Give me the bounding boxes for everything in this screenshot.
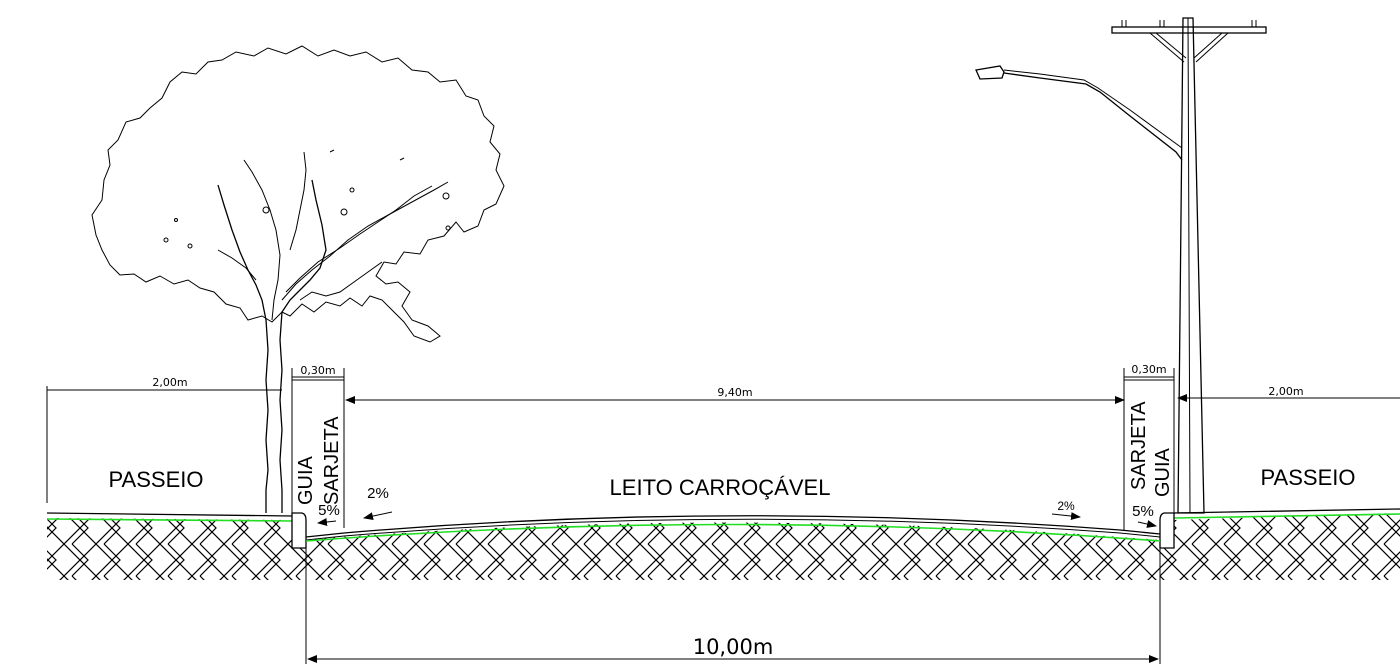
dim-right-gutter: 0,30m — [1123, 363, 1175, 530]
slope-right-carriageway-label: 2% — [1057, 499, 1075, 513]
dim-left-sidewalk: 2,00m — [46, 376, 282, 503]
carriageway-label: LEITO CARROÇÁVEL — [610, 475, 831, 500]
left-gutter-label: SARJETA — [321, 416, 343, 505]
dim-left-gutter-label: 0,30m — [300, 364, 335, 377]
tree-icon — [91, 45, 505, 513]
right-curb — [1159, 512, 1175, 549]
slope-right-gutter-label: 5% — [1132, 503, 1154, 520]
dim-right-sidewalk-label: 2,00m — [1268, 385, 1303, 398]
carriageway-pavement — [305, 515, 1161, 542]
dim-right-sidewalk: 2,00m — [1177, 385, 1400, 402]
slope-left-gutter-label: 5% — [318, 502, 340, 519]
slope-right-gutter: 5% — [1132, 503, 1157, 528]
street-lamp-icon — [975, 65, 1183, 161]
dim-carriageway: 9,40m — [345, 386, 1125, 404]
dim-left-gutter: 0,30m — [291, 364, 345, 528]
right-curb-label: GUIA — [1152, 447, 1174, 497]
slope-left-carriageway: 2% — [363, 485, 393, 521]
left-curb — [291, 512, 307, 549]
dim-left-sidewalk-label: 2,00m — [152, 376, 187, 389]
dim-total-label: 10,00m — [693, 635, 774, 659]
left-sidewalk-label: PASSEIO — [109, 467, 204, 492]
utility-pole-icon — [1111, 17, 1267, 514]
slope-right-carriageway: 2% — [1051, 499, 1081, 521]
dim-right-gutter-label: 0,30m — [1131, 363, 1166, 376]
right-gutter-label: SARJETA — [1128, 401, 1150, 490]
slope-left-gutter: 5% — [317, 502, 340, 526]
dim-carriageway-label: 9,40m — [717, 386, 752, 399]
right-sidewalk-surface — [1173, 508, 1400, 519]
slope-left-carriageway-label: 2% — [367, 485, 389, 502]
right-sidewalk-label: PASSEIO — [1261, 465, 1356, 490]
left-curb-label: GUIA — [295, 455, 317, 505]
left-sidewalk-surface — [46, 512, 293, 522]
dim-total: 10,00m — [305, 548, 1161, 664]
